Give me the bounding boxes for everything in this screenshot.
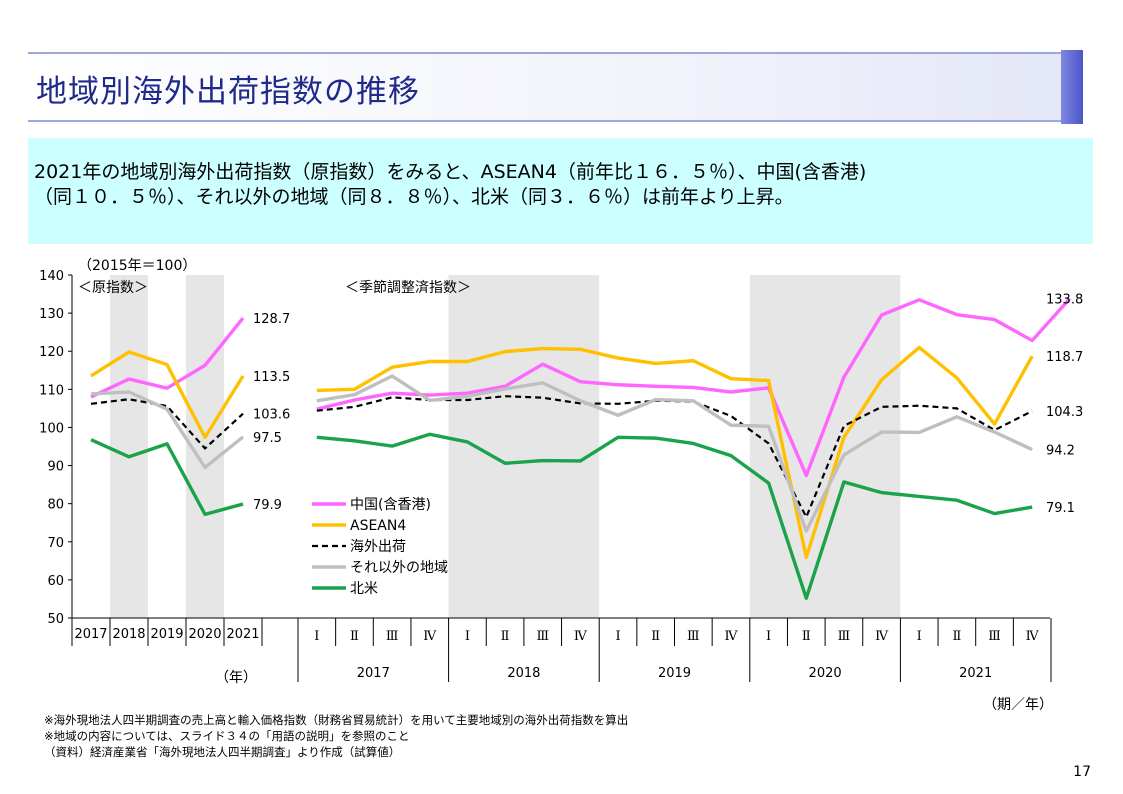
- quarterly-panel-label: ＜季節調整済指数＞: [345, 279, 471, 296]
- y-tick-label: 140: [39, 269, 64, 284]
- x-tick-label-quarter: Ⅰ: [766, 629, 771, 644]
- x-tick-label-quarter: Ⅲ: [386, 629, 399, 644]
- annual-end-label-other: 97.5: [253, 431, 282, 446]
- quarterly-end-label-other: 94.2: [1046, 444, 1075, 459]
- annual-end-label-asean4: 113.5: [253, 370, 290, 385]
- quarterly-line-china: [316, 297, 1072, 478]
- x-tick-label-year: 2017: [357, 666, 390, 681]
- summary-text: 2021年の地域別海外出荷指数（原指数）をみると、ASEAN4（前年比１６．５％…: [34, 161, 867, 208]
- unit-note: （2015年＝100）: [78, 258, 196, 274]
- annual-end-label-north_america: 79.9: [253, 498, 282, 513]
- quarterly-end-label-overseas_total: 104.3: [1046, 405, 1083, 420]
- y-tick-label: 120: [39, 345, 64, 360]
- x-tick-label-quarter: Ⅲ: [687, 629, 700, 644]
- annual-x-label: （年）: [215, 670, 257, 686]
- x-tick-label-year: 2020: [809, 666, 842, 681]
- x-tick-label-year: 2018: [507, 666, 540, 681]
- annual-line-other: [90, 390, 245, 470]
- shade-band-quarterly-2020: [749, 275, 901, 618]
- shade-band-annual-2018: [110, 275, 148, 618]
- x-tick-label-quarter: Ⅳ: [574, 629, 588, 644]
- x-tick-label-quarter: Ⅰ: [917, 629, 922, 644]
- x-tick-label-quarter: Ⅱ: [350, 629, 359, 644]
- legend-label-china: 中国(含香港): [350, 497, 431, 513]
- x-tick-label-quarter: Ⅰ: [465, 629, 470, 644]
- x-tick-label-quarter: Ⅰ: [314, 629, 319, 644]
- shade-band-quarterly-2018: [448, 275, 600, 618]
- quarterly-end-label-china: 133.8: [1046, 293, 1083, 308]
- y-tick-label: 100: [39, 421, 64, 436]
- title-bar: 地域別海外出荷指数の推移: [28, 50, 1083, 124]
- annual-line-asean4: [90, 350, 245, 440]
- y-tick-label: 50: [47, 612, 64, 627]
- quarterly-line-other: [316, 374, 1033, 533]
- x-tick-label-quarter: Ⅰ: [615, 629, 620, 644]
- y-tick-label: 60: [47, 574, 64, 589]
- footnotes: ※海外現地法人四半期調査の売上高と輸入価格指数（財務省貿易統計）を用いて主要地域…: [44, 713, 629, 759]
- annual-line-north_america: [90, 438, 244, 517]
- quarterly-line-asean4: [316, 345, 1034, 560]
- page-number: 17: [1073, 764, 1091, 780]
- y-tick-label: 80: [47, 498, 64, 513]
- annual-end-label-china: 128.7: [253, 312, 290, 327]
- x-tick-label-quarter: Ⅲ: [536, 629, 549, 644]
- x-tick-label-quarter: Ⅱ: [802, 629, 811, 644]
- annual-panel-label: ＜原指数＞: [78, 280, 148, 296]
- summary-box: 2021年の地域別海外出荷指数（原指数）をみると、ASEAN4（前年比１６．５％…: [28, 138, 1093, 244]
- legend-label-asean4: ASEAN4: [350, 518, 406, 534]
- x-tick-label-quarter: Ⅳ: [875, 629, 889, 644]
- quarterly-end-label-north_america: 79.1: [1046, 501, 1075, 516]
- x-tick-label-quarter: Ⅲ: [838, 629, 851, 644]
- annual-line-china: [90, 317, 245, 399]
- y-tick-label: 130: [39, 307, 64, 322]
- quarterly-line-north_america: [316, 432, 1033, 600]
- x-tick-label-year: 2019: [150, 627, 183, 642]
- x-tick-label-year: 2020: [188, 627, 221, 642]
- quarterly-x-label: （期／年）: [983, 697, 1053, 713]
- legend-label-other: それ以外の地域: [350, 560, 448, 576]
- y-tick-label: 90: [47, 460, 64, 475]
- x-tick-label-year: 2021: [959, 666, 992, 681]
- title-accent-block: [1061, 50, 1083, 124]
- x-tick-label-quarter: Ⅳ: [724, 629, 738, 644]
- annual-end-label-overseas_total: 103.6: [253, 408, 290, 423]
- y-tick-label: 110: [39, 383, 64, 398]
- x-tick-label-quarter: Ⅱ: [501, 629, 510, 644]
- x-tick-label-quarter: Ⅳ: [1026, 629, 1040, 644]
- page-title: 地域別海外出荷指数の推移: [36, 74, 420, 110]
- y-tick-label: 70: [47, 536, 64, 551]
- x-tick-label-quarter: Ⅱ: [952, 629, 961, 644]
- x-tick-label-year: 2021: [226, 627, 259, 642]
- x-tick-label-year: 2017: [74, 627, 107, 642]
- x-tick-label-quarter: Ⅲ: [988, 629, 1001, 644]
- x-tick-label-quarter: Ⅱ: [651, 629, 660, 644]
- x-tick-label-quarter: Ⅳ: [423, 629, 437, 644]
- x-tick-label-year: 2018: [112, 627, 145, 642]
- annual-line-overseas_total: [90, 398, 244, 450]
- quarterly-end-label-asean4: 118.7: [1046, 350, 1083, 365]
- legend-label-overseas_total: 海外出荷: [350, 539, 406, 555]
- x-tick-label-year: 2019: [658, 666, 691, 681]
- legend-label-north_america: 北米: [350, 581, 378, 597]
